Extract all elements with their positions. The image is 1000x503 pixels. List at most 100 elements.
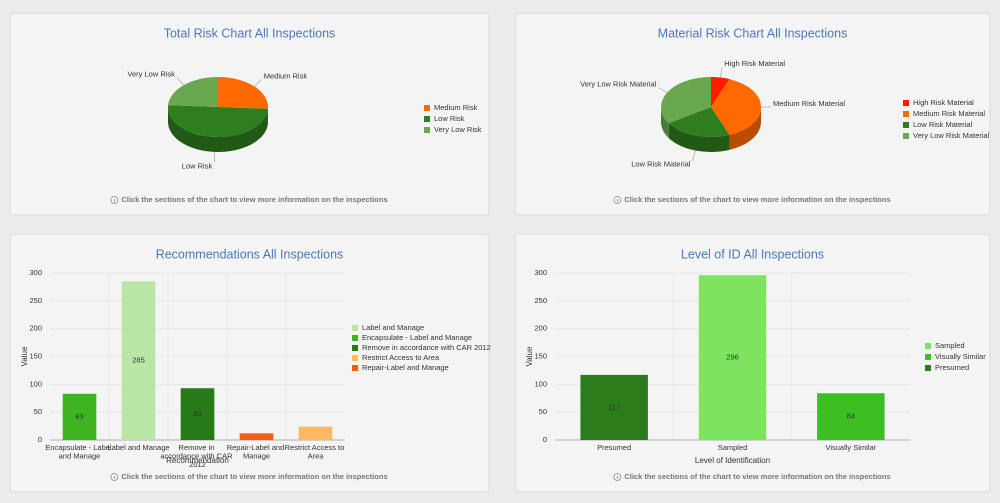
- info-icon: [613, 196, 622, 204]
- y-tick-label: 50: [539, 407, 547, 416]
- y-axis-title: Value: [525, 346, 534, 366]
- slice-label: Medium Risk: [264, 71, 308, 80]
- legend-label: Medium Risk Material: [913, 109, 985, 118]
- legend-swatch: [352, 335, 358, 341]
- pie-side[interactable]: [168, 107, 268, 152]
- bar[interactable]: [580, 374, 648, 440]
- x-tick-line: Encapsulate - Label: [45, 443, 113, 452]
- label-leader: [658, 87, 668, 93]
- x-tick-line: Manage: [243, 451, 270, 460]
- bar[interactable]: [62, 393, 97, 440]
- pie-slice[interactable]: [711, 77, 730, 107]
- x-tick-line: Sampled: [718, 443, 748, 452]
- x-tick-label: Presumed: [597, 443, 631, 452]
- bar[interactable]: [817, 393, 885, 440]
- label-leader: [213, 151, 216, 163]
- legend-swatch: [925, 343, 931, 349]
- x-tick-label: Repair-Label and Manage: [227, 443, 287, 461]
- chart-panel: Level of ID All Inspections Click the sec…: [514, 233, 991, 493]
- legend-label: Presumed: [935, 363, 969, 372]
- info-icon: [613, 473, 622, 481]
- chart-panel: Recommendations All Inspections Click the…: [9, 233, 491, 493]
- y-tick-label: 150: [29, 351, 42, 360]
- pie-slice[interactable]: [661, 77, 711, 124]
- bar[interactable]: [239, 433, 274, 440]
- y-tick-label: 150: [534, 351, 547, 360]
- slice-label: Very Low Risk Material: [580, 79, 657, 88]
- legend-swatch: [352, 345, 358, 351]
- x-tick-label: Remove in accordance with CAR 2012: [160, 443, 234, 469]
- x-axis-title: Level of Identification: [695, 456, 770, 465]
- bar-value-label: 83: [75, 412, 83, 421]
- label-leader: [692, 150, 696, 161]
- x-tick-line: Label and Manage: [107, 443, 169, 452]
- pie-slice[interactable]: [711, 79, 761, 135]
- bar[interactable]: [180, 388, 215, 440]
- legend-swatch: [424, 116, 430, 122]
- y-tick-label: 100: [534, 379, 547, 388]
- x-tick-line: Restrict Access to: [285, 443, 347, 452]
- x-tick-line: Repair-Label and: [227, 443, 287, 452]
- slice-label: High Risk Material: [724, 59, 785, 68]
- x-tick-label: Restrict Access to Area: [285, 443, 347, 461]
- x-axis-title: Recommendation: [166, 456, 229, 465]
- label-leader: [176, 77, 184, 86]
- y-axis-title: Value: [20, 346, 29, 366]
- x-tick-line: Area: [308, 451, 325, 460]
- chart-panel: Material Risk Chart All Inspections Click…: [514, 12, 991, 216]
- legend-label: Label and Manage: [362, 323, 424, 332]
- x-tick-line: Presumed: [597, 443, 631, 452]
- legend-swatch: [424, 127, 430, 133]
- legend-swatch: [903, 122, 909, 128]
- legend-swatch: [903, 133, 909, 139]
- y-tick-label: 250: [29, 296, 42, 305]
- legend-swatch: [352, 325, 358, 331]
- slice-label: Low Risk Material: [631, 160, 691, 169]
- y-tick-label: 200: [29, 324, 42, 333]
- y-tick-label: 250: [534, 296, 547, 305]
- hint-text: Click the sections of the chart to view …: [121, 195, 387, 204]
- chart-panel: Total Risk Chart All Inspections Click th…: [9, 12, 490, 216]
- hint-text: Click the sections of the chart to view …: [624, 472, 890, 481]
- pie-side[interactable]: [668, 123, 730, 152]
- legend-label: Low Risk Material: [913, 120, 973, 129]
- legend-label: Sampled: [935, 341, 965, 350]
- bar-value-label: 285: [132, 356, 145, 365]
- x-tick-line: accordance with CAR: [160, 451, 234, 460]
- legend-label: Low Risk: [434, 114, 465, 123]
- bar[interactable]: [121, 281, 156, 440]
- bar-value-label: 296: [726, 353, 739, 362]
- hint-text: Click the sections of the chart to view …: [121, 472, 387, 481]
- x-tick-line: Remove in: [179, 443, 217, 452]
- legend-label: Very Low Risk Material: [913, 131, 990, 140]
- y-tick-label: 200: [534, 324, 547, 333]
- legend-swatch: [925, 354, 931, 360]
- y-tick-label: 100: [29, 379, 42, 388]
- pie-slice[interactable]: [668, 107, 730, 137]
- legend-label: Encapsulate - Label and Manage: [362, 333, 472, 342]
- y-tick-label: 0: [543, 435, 547, 444]
- legend-label: Remove in accordance with CAR 2012: [362, 343, 491, 352]
- legend-swatch: [352, 355, 358, 361]
- hint-text: Click the sections of the chart to view …: [624, 195, 890, 204]
- legend-swatch: [352, 365, 358, 371]
- y-tick-label: 50: [34, 407, 42, 416]
- bar[interactable]: [298, 426, 333, 440]
- pie-side[interactable]: [661, 107, 669, 139]
- info-icon: [110, 196, 119, 204]
- bar[interactable]: [698, 275, 767, 440]
- bar-value-label: 84: [847, 412, 855, 421]
- label-leader: [720, 67, 723, 78]
- pie-slice[interactable]: [218, 77, 268, 109]
- y-tick-label: 300: [534, 268, 547, 277]
- legend-label: Repair-Label and Manage: [362, 363, 449, 372]
- chart-title: Material Risk Chart All Inspections: [658, 26, 848, 40]
- legend-swatch: [903, 111, 909, 117]
- y-tick-label: 300: [29, 268, 42, 277]
- pie-slice[interactable]: [168, 77, 218, 107]
- legend-label: Restrict Access to Area: [362, 353, 440, 362]
- pie-slice[interactable]: [168, 105, 268, 137]
- legend-label: Medium Risk: [434, 103, 478, 112]
- pie-side[interactable]: [729, 107, 761, 150]
- legend-swatch: [925, 365, 931, 371]
